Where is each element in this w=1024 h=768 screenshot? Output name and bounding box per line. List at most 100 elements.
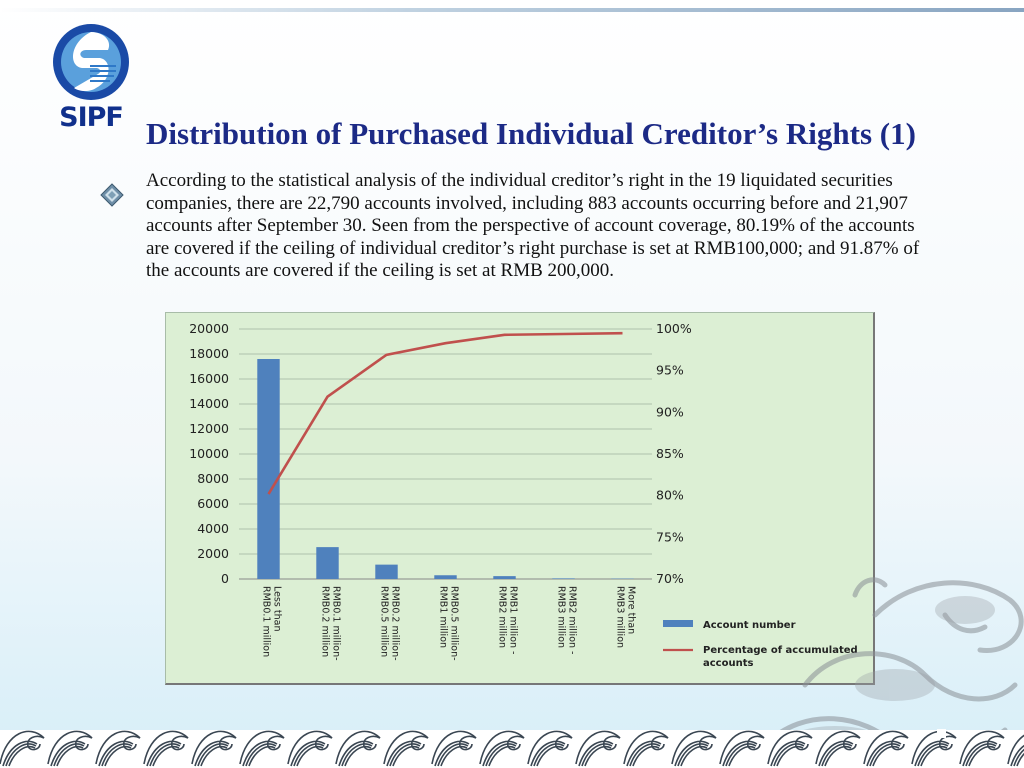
wave-line — [296, 745, 324, 767]
left-tick-label: 12000 — [189, 421, 229, 436]
wave-line — [677, 743, 709, 767]
wave-line — [965, 743, 997, 767]
category-label: RMB0.2 million — [320, 586, 331, 657]
wave-line — [1010, 744, 1024, 767]
logo-wordmark: SIPF — [59, 102, 124, 133]
wave-line — [53, 743, 85, 767]
wave-line — [680, 745, 708, 767]
left-tick-label: 6000 — [197, 496, 229, 511]
left-tick-label: 8000 — [197, 471, 229, 486]
diamond-bullet-icon — [100, 183, 124, 207]
category-label: RMB3 million — [556, 586, 567, 648]
left-tick-label: 10000 — [189, 446, 229, 461]
category-label: RMB0.1 million- — [331, 586, 342, 661]
chart-legend: Account number Percentage of accumulated a… — [663, 620, 858, 669]
wave-line — [149, 743, 181, 767]
wave-line — [389, 743, 421, 767]
category-label: RMB1 million — [438, 586, 449, 648]
wave-curl — [815, 730, 861, 765]
legend-bar-swatch — [663, 620, 693, 627]
logo-emblem — [53, 24, 129, 100]
wave-line — [344, 745, 372, 767]
wave-line — [722, 740, 758, 767]
wave-line — [968, 745, 996, 767]
wave-curl — [47, 730, 93, 765]
wave-line — [194, 740, 230, 767]
wave-curl — [575, 730, 621, 765]
wave-line — [920, 745, 948, 767]
wave-line — [770, 740, 806, 767]
wave-line — [440, 745, 468, 767]
wave-line — [866, 740, 902, 767]
wave-border-decoration — [0, 730, 1024, 768]
wave-curl — [719, 730, 765, 765]
category-label: RMB2 million — [497, 586, 508, 648]
wave-line — [50, 740, 86, 767]
wave-line — [8, 745, 36, 767]
wave-line — [1016, 752, 1024, 767]
wave-curl — [95, 730, 141, 765]
legend-label: Percentage of accumulated accounts — [703, 645, 858, 669]
wave-line — [632, 745, 660, 767]
wave-line — [386, 740, 422, 767]
wave-curl — [239, 730, 285, 765]
left-tick-label: 4000 — [197, 521, 229, 536]
wave-line — [581, 743, 613, 767]
wave-curl — [143, 730, 189, 765]
wave-line — [533, 743, 565, 767]
wave-line — [818, 740, 854, 767]
wave-line — [824, 745, 852, 767]
wave-line — [2, 740, 38, 767]
wave-line — [338, 740, 374, 767]
wave-line — [392, 745, 420, 767]
wave-line — [290, 740, 326, 767]
wave-line — [674, 740, 710, 767]
bar-series — [257, 359, 634, 579]
wave-curl — [431, 730, 477, 765]
bar — [552, 578, 575, 579]
wave-line — [152, 745, 180, 767]
wave-line — [530, 740, 566, 767]
category-label: RMB0.5 million — [379, 586, 390, 657]
wave-line — [776, 745, 804, 767]
wave-line — [773, 743, 805, 767]
right-tick-label: 70% — [656, 571, 684, 586]
bar — [493, 576, 516, 579]
wave-curl — [287, 730, 333, 765]
wave-line — [629, 743, 661, 767]
left-tick-label: 2000 — [197, 546, 229, 561]
wave-line — [1013, 748, 1024, 767]
wave-line — [98, 740, 134, 767]
wave-line — [242, 740, 278, 767]
category-label: RMB0.2 million- — [390, 586, 401, 661]
wave-line — [917, 743, 949, 767]
line-series — [267, 331, 623, 495]
bar — [257, 359, 280, 579]
wave-line — [584, 745, 612, 767]
wave-line — [872, 745, 900, 767]
right-tick-label: 80% — [656, 488, 684, 503]
wave-line — [101, 743, 133, 767]
wave-line — [578, 740, 614, 767]
left-tick-label: 16000 — [189, 371, 229, 386]
category-label: RMB0.1 million — [261, 586, 272, 657]
slide-corner-marker — [937, 729, 946, 738]
wave-curl — [959, 730, 1005, 765]
right-axis: 70% 75% 80% 85% 90% 95% 100% — [656, 321, 692, 586]
wave-line — [437, 743, 469, 767]
sipf-logo: SIPF — [50, 22, 132, 133]
slide-title: Distribution of Purchased Individual Cre… — [146, 116, 916, 151]
wave-line — [626, 740, 662, 767]
left-tick-label: 20000 — [189, 321, 229, 336]
right-tick-label: 100% — [656, 321, 692, 336]
wave-curl — [527, 730, 573, 765]
wave-curl — [335, 730, 381, 765]
wave-line — [821, 743, 853, 767]
category-label: RMB1 million - — [508, 586, 519, 654]
bar — [316, 547, 339, 579]
wave-line — [341, 743, 373, 767]
wave-line — [725, 743, 757, 767]
wave-line — [728, 745, 756, 767]
wave-line — [248, 745, 276, 767]
